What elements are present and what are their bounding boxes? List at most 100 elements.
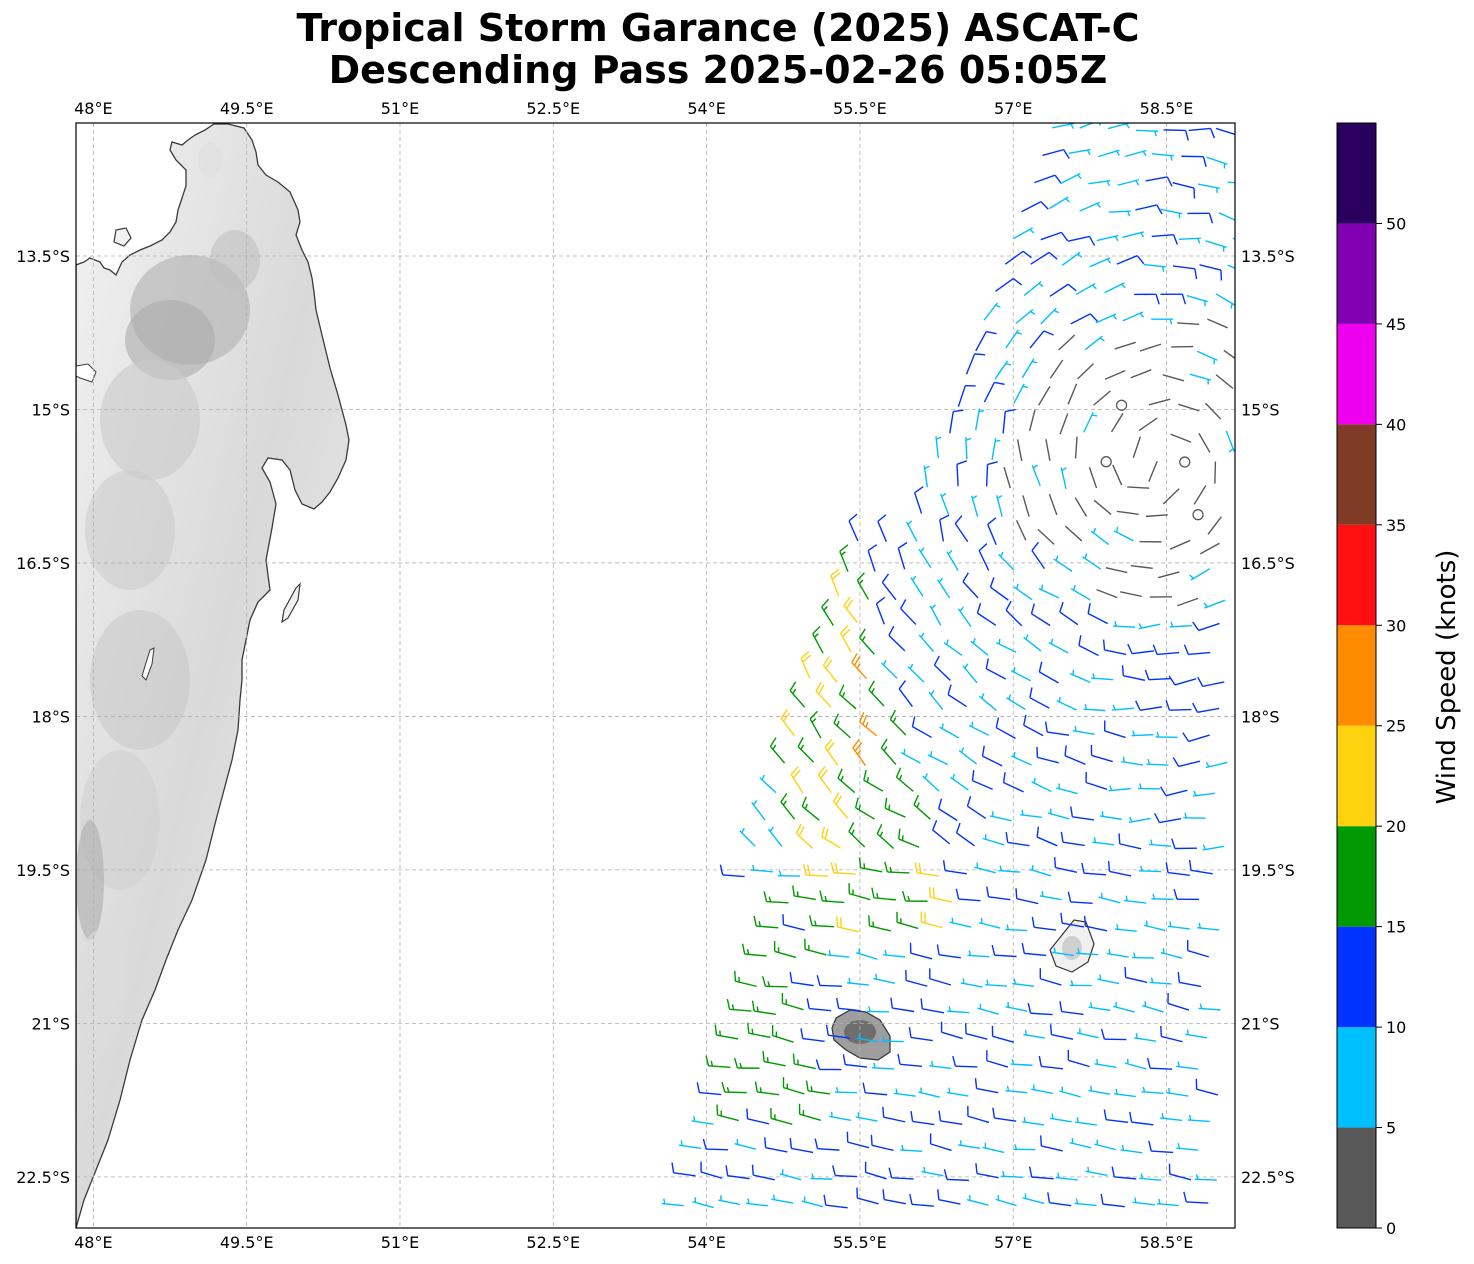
wind-barb xyxy=(762,1051,786,1067)
wind-barb xyxy=(1187,1114,1210,1123)
wind-barb xyxy=(897,1053,923,1067)
wind-barb xyxy=(821,598,835,627)
wind-barb xyxy=(1100,456,1112,468)
wind-barb xyxy=(1011,751,1032,766)
wind-barb xyxy=(1028,1166,1054,1180)
wind-barb xyxy=(1181,155,1207,167)
wind-barb xyxy=(1012,978,1035,988)
wind-barb xyxy=(1160,786,1188,797)
wind-barb xyxy=(1227,264,1235,269)
wind-barb xyxy=(1160,948,1183,959)
wind-barb xyxy=(1078,635,1099,657)
wind-barb xyxy=(1143,920,1166,932)
wind-barb xyxy=(1193,485,1207,505)
wind-barb xyxy=(1060,912,1084,928)
wind-barb xyxy=(834,1086,857,1094)
wind-barb xyxy=(1099,811,1122,821)
wind-barb xyxy=(909,942,933,960)
wind-barb xyxy=(856,1187,879,1205)
wind-barb xyxy=(942,860,967,875)
wind-barb xyxy=(1038,385,1051,406)
wind-barb xyxy=(1003,466,1012,489)
wind-barb xyxy=(1002,408,1016,434)
wind-barb xyxy=(1094,1059,1117,1069)
wind-barb xyxy=(1192,621,1220,632)
wind-barb xyxy=(1149,977,1172,985)
wind-barb xyxy=(1177,971,1202,988)
wind-barb xyxy=(858,857,883,873)
wind-barb xyxy=(1056,783,1078,795)
wind-barb xyxy=(836,997,861,1012)
wind-barb xyxy=(753,915,779,929)
wind-barb xyxy=(852,739,867,767)
wind-barb xyxy=(995,717,1016,739)
wind-barb xyxy=(1006,694,1026,710)
y-tick-label-left: 18°S xyxy=(31,707,70,726)
wind-barb xyxy=(884,797,906,818)
wind-barb xyxy=(1016,439,1023,462)
wind-barb xyxy=(1093,390,1111,406)
wind-barb xyxy=(830,862,856,875)
wind-barb xyxy=(897,541,908,570)
wind-barb xyxy=(1029,687,1050,709)
wind-barb xyxy=(671,1162,696,1177)
y-tick-label-right: 16.5°S xyxy=(1241,554,1295,573)
wind-barb xyxy=(913,794,931,820)
wind-barb xyxy=(900,1144,923,1153)
wind-barb xyxy=(881,573,897,601)
wind-barb xyxy=(769,737,786,764)
map-area xyxy=(76,123,1235,1228)
x-tick-label-bottom: 49.5°E xyxy=(220,1233,274,1252)
wind-barb xyxy=(1069,669,1091,684)
wind-barb xyxy=(1108,210,1131,217)
wind-barb xyxy=(846,977,870,986)
wind-barb xyxy=(978,918,1001,929)
x-tick-label-bottom: 51°E xyxy=(381,1233,419,1252)
wind-barb xyxy=(975,1163,999,1179)
wind-barb xyxy=(937,1189,961,1205)
wind-barb xyxy=(1139,865,1162,873)
wind-barb xyxy=(928,886,952,903)
y-tick-label-left: 21°S xyxy=(31,1014,70,1033)
wind-barb xyxy=(1100,1193,1125,1208)
wind-barb xyxy=(836,916,859,933)
wind-barb xyxy=(1059,413,1069,435)
wind-barb xyxy=(692,1197,714,1209)
wind-barb xyxy=(1120,591,1142,598)
wind-barb xyxy=(1148,398,1171,406)
wind-barb xyxy=(1165,862,1190,877)
wind-barb xyxy=(1098,892,1121,904)
wind-barb xyxy=(1183,812,1206,819)
wind-barb xyxy=(1122,231,1145,238)
wind-barb xyxy=(977,1003,999,1015)
wind-barb xyxy=(782,1077,805,1095)
wind-barb xyxy=(1197,183,1220,193)
wind-barb xyxy=(1223,349,1235,360)
map-title-line-1: Tropical Storm Garance (2025) ASCAT-C xyxy=(296,6,1140,50)
wind-barb xyxy=(935,436,942,459)
wind-barb xyxy=(1001,1171,1024,1178)
wind-barb xyxy=(868,915,891,932)
wind-barb xyxy=(1170,433,1192,443)
reunion-peaks xyxy=(844,1020,876,1044)
wind-barb xyxy=(1168,675,1197,686)
wind-barb xyxy=(982,834,1005,846)
wind-barb xyxy=(781,992,804,1011)
wind-barb xyxy=(1040,307,1060,325)
wind-barb xyxy=(848,883,871,901)
wind-barb xyxy=(1148,1140,1174,1154)
wind-barb xyxy=(1038,661,1059,684)
wind-barb xyxy=(1030,251,1058,265)
wind-barb xyxy=(1205,240,1227,252)
wind-barb xyxy=(1079,201,1101,212)
wind-barb xyxy=(1169,621,1192,628)
wind-barb xyxy=(1121,665,1146,681)
wind-barb xyxy=(1067,235,1096,246)
wind-barb xyxy=(1047,1192,1072,1207)
wind-barb xyxy=(739,827,756,847)
wind-barb xyxy=(940,1021,963,1040)
wind-barb xyxy=(933,655,951,681)
wind-barb xyxy=(1167,993,1190,1011)
wind-barb xyxy=(1132,952,1155,959)
wind-barb xyxy=(957,606,972,628)
